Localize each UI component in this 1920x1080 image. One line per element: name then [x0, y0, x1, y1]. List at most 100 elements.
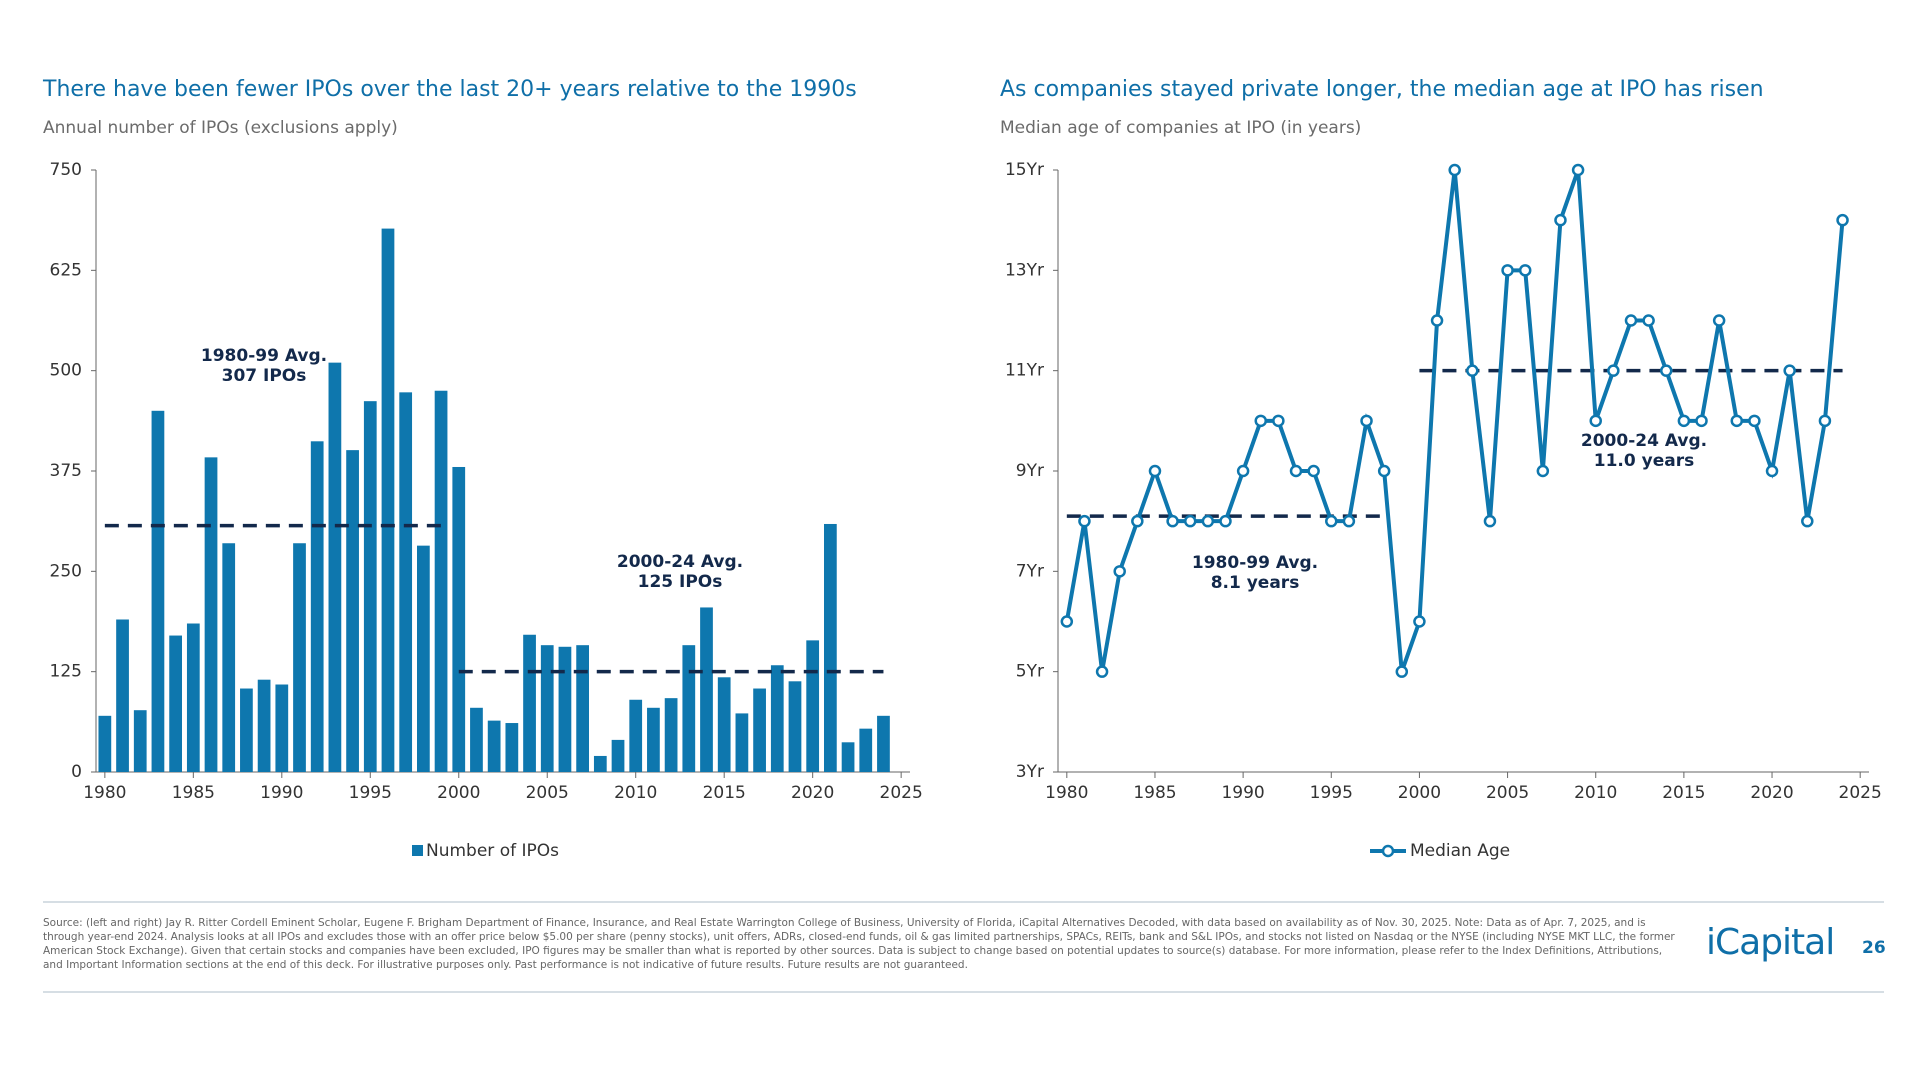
y-tick-label: 125	[50, 662, 82, 682]
bar	[841, 742, 855, 772]
point	[1818, 414, 1832, 428]
bar	[487, 720, 501, 772]
legend-label: Median Age	[1410, 841, 1510, 861]
bar	[788, 681, 802, 772]
legend-swatch	[412, 845, 423, 856]
legend-swatch	[1381, 844, 1395, 858]
bar	[310, 441, 324, 772]
point	[1660, 364, 1673, 377]
point	[1607, 364, 1620, 377]
chart-title: As companies stayed private longer, the …	[1000, 77, 1764, 102]
point	[1430, 314, 1444, 327]
y-tick-label: 9Yr	[1016, 461, 1044, 481]
bar	[381, 228, 395, 772]
x-tick-label: 2015	[703, 783, 746, 803]
point	[1183, 514, 1197, 528]
x-tick-label: 1990	[1221, 783, 1264, 803]
point	[1095, 665, 1109, 678]
x-tick-label: 1990	[260, 783, 303, 803]
bar	[735, 713, 749, 772]
point	[1677, 414, 1691, 428]
bar	[452, 466, 466, 772]
point	[1325, 514, 1338, 528]
point	[1413, 615, 1426, 628]
point	[1466, 364, 1479, 377]
point	[1695, 414, 1708, 428]
bar	[133, 710, 147, 772]
point	[1377, 464, 1391, 478]
logo: iCapital	[1706, 922, 1835, 963]
average-label: 2000-24 Avg.	[617, 552, 743, 572]
bar	[664, 698, 678, 772]
x-tick-label: 2015	[1662, 783, 1705, 803]
point	[1201, 514, 1215, 528]
point	[1166, 514, 1179, 528]
x-tick-label: 2025	[1839, 783, 1882, 803]
bar	[204, 457, 218, 772]
y-tick-label: 15Yr	[1005, 160, 1044, 180]
bar	[275, 684, 289, 772]
y-tick-label: 3Yr	[1016, 762, 1044, 782]
average-label: 11.0 years	[1594, 451, 1694, 471]
average-label: 1980-99 Avg.	[201, 346, 327, 366]
point	[1360, 414, 1373, 428]
x-tick-label: 2020	[1750, 783, 1793, 803]
y-tick-label: 11Yr	[1005, 361, 1044, 381]
bar	[717, 677, 731, 772]
point	[1148, 464, 1162, 478]
point	[1571, 163, 1585, 177]
bar	[682, 645, 696, 772]
point	[1624, 314, 1638, 327]
chart-subtitle: Median age of companies at IPO (in years…	[1000, 118, 1361, 138]
x-tick-label: 2000	[1398, 783, 1441, 803]
point	[1395, 665, 1409, 678]
bar	[470, 707, 483, 772]
y-tick-label: 375	[50, 461, 82, 481]
bar	[399, 392, 413, 772]
legend-label: Number of IPOs	[426, 841, 559, 861]
point	[1518, 264, 1532, 277]
bar	[593, 755, 607, 772]
y-tick-label: 13Yr	[1005, 260, 1044, 280]
bar	[416, 545, 430, 772]
x-tick-label: 1980	[83, 783, 126, 803]
x-tick-label: 1995	[349, 783, 392, 803]
y-tick-label: 5Yr	[1016, 662, 1044, 682]
point	[1219, 514, 1232, 528]
point	[1289, 464, 1303, 478]
bar	[629, 699, 643, 772]
point	[1642, 314, 1655, 327]
point	[1078, 514, 1091, 528]
average-label: 125 IPOs	[638, 572, 723, 592]
bar	[877, 715, 890, 772]
bar	[753, 688, 766, 772]
point	[1765, 464, 1779, 478]
y-tick-label: 250	[50, 561, 82, 581]
point	[1589, 414, 1602, 428]
x-tick-label: 2000	[437, 783, 480, 803]
point	[1307, 464, 1320, 478]
point	[1342, 514, 1356, 528]
point	[1748, 414, 1761, 428]
point	[1554, 213, 1567, 227]
point	[1801, 514, 1814, 528]
point	[1272, 414, 1285, 428]
x-tick-label: 1980	[1045, 783, 1088, 803]
bar	[700, 607, 713, 772]
bar	[434, 390, 448, 772]
average-label: 1980-99 Avg.	[1192, 553, 1318, 573]
point	[1113, 565, 1126, 578]
point	[1783, 364, 1796, 377]
bar	[770, 665, 784, 772]
x-tick-label: 2005	[526, 783, 569, 803]
point	[1236, 464, 1250, 478]
bar	[859, 728, 873, 772]
bar	[523, 634, 536, 772]
bar	[363, 401, 377, 772]
y-tick-label: 750	[50, 160, 82, 180]
line	[1064, 169, 1845, 673]
point	[1730, 414, 1744, 428]
x-tick-label: 1985	[172, 783, 215, 803]
average-label: 307 IPOs	[222, 366, 307, 386]
